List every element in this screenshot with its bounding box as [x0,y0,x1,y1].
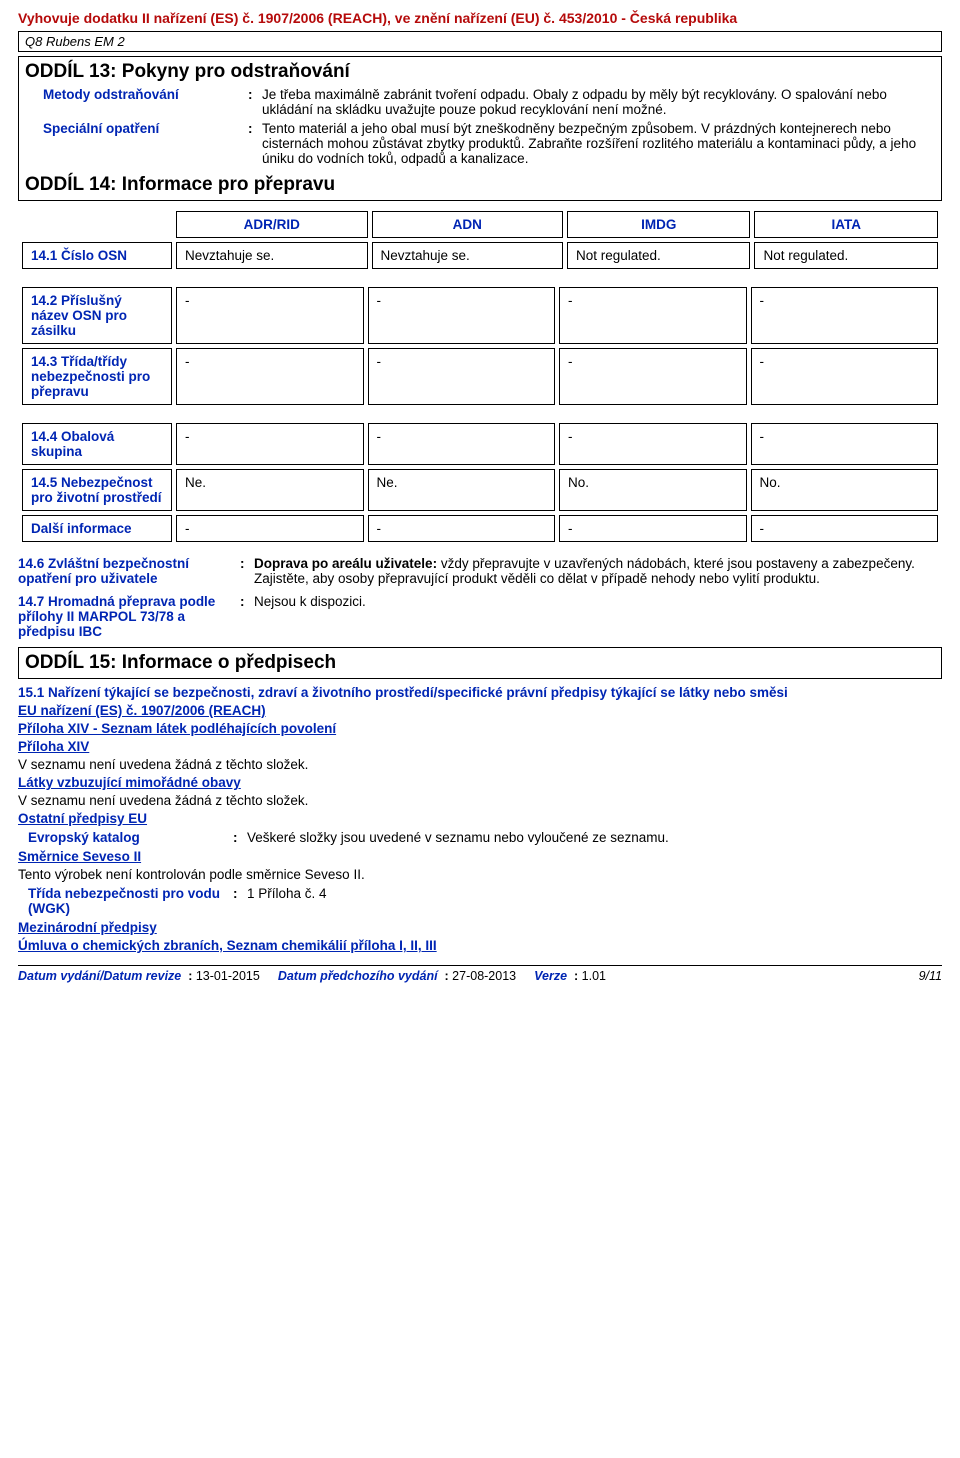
table-row: 14.4 Obalová skupina---- [22,423,938,465]
extra-value: Doprava po areálu uživatele: vždy přepra… [254,556,942,586]
footer-v2: 27-08-2013 [452,969,516,983]
table-row: 14.1 Číslo OSNNevztahuje se.Nevztahuje s… [22,242,938,269]
table-cell: - [559,287,747,344]
kv-label: Metody odstraňování [43,87,248,117]
extra-label: 14.7 Hromadná přeprava podle přílohy II … [18,594,240,639]
col-adn: ADN [372,211,564,238]
section-14-title: ODDÍL 14: Informace pro přepravu [25,174,935,196]
s15-wgk-value: 1 Příloha č. 4 [247,886,942,916]
table-cell: - [368,423,556,465]
footer-page: 9/11 [919,969,942,983]
table-corner [22,211,172,238]
kv-row: Metody odstraňování : Je třeba maximálně… [43,87,935,117]
s15-none1: V seznamu není uvedena žádná z těchto sl… [18,757,942,772]
table-cell: - [559,423,747,465]
footer-l1: Datum vydání/Datum revize [18,969,181,983]
table-cell: - [559,515,747,542]
s15-eu-cat-label: Evropský katalog [28,830,233,845]
table-cell: Nevztahuje se. [372,242,564,269]
table-cell: Ne. [176,469,364,511]
page-footer: Datum vydání/Datum revize : 13-01-2015 D… [18,965,942,983]
s15-annex: Příloha XIV [18,739,942,754]
extra-row: 14.6 Zvláštní bezpečnostní opatření pro … [18,556,942,586]
s15-annex-list: Příloha XIV - Seznam látek podléhajících… [18,721,942,736]
table-cell: Nevztahuje se. [176,242,368,269]
table-cell: - [176,515,364,542]
s15-intl: Mezinárodní předpisy [18,920,942,935]
row-label: 14.1 Číslo OSN [22,242,172,269]
table-cell: - [559,348,747,405]
kv-value: Tento materiál a jeho obal musí být zneš… [262,121,935,166]
s15-cwc: Úmluva o chemických zbraních, Seznam che… [18,938,942,953]
table-cell: - [176,287,364,344]
table-row: 14.5 Nebezpečnost pro životní prostředíN… [22,469,938,511]
colon: : [248,87,262,117]
transport-table-1: ADR/RID ADN IMDG IATA 14.1 Číslo OSNNevz… [18,207,942,273]
table-row: 14.3 Třída/třídy nebezpečnosti pro přepr… [22,348,938,405]
extra-label: 14.6 Zvláštní bezpečnostní opatření pro … [18,556,240,586]
s15-none2: V seznamu není uvedena žádná z těchto sl… [18,793,942,808]
regulation-header: Vyhovuje dodatku II nařízení (ES) č. 190… [18,10,942,26]
s15-svhc: Látky vzbuzující mimořádné obavy [18,775,942,790]
table-cell: - [176,348,364,405]
section-15-title: ODDÍL 15: Informace o předpisech [25,652,935,674]
kv-label: Speciální opatření [43,121,248,166]
table-cell: - [368,287,556,344]
table-cell: - [751,515,939,542]
s15-wgk-label: Třída nebezpečnosti pro vodu (WGK) [28,886,233,916]
table-cell: - [751,287,939,344]
row-label: 14.2 Příslušný název OSN pro zásilku [22,287,172,344]
row-label: Další informace [22,515,172,542]
s15-reach: EU nařízení (ES) č. 1907/2006 (REACH) [18,703,942,718]
section-15: ODDÍL 15: Informace o předpisech [18,647,942,679]
footer-v1: 13-01-2015 [196,969,260,983]
extra-value: Nejsou k dispozici. [254,594,942,639]
table-row: 14.2 Příslušný název OSN pro zásilku---- [22,287,938,344]
row-label: 14.5 Nebezpečnost pro životní prostředí [22,469,172,511]
table-cell: Not regulated. [754,242,938,269]
footer-l2: Datum předchozího vydání [278,969,438,983]
row-label: 14.4 Obalová skupina [22,423,172,465]
colon: : [240,594,254,639]
row-label: 14.3 Třída/třídy nebezpečnosti pro přepr… [22,348,172,405]
kv-value: Je třeba maximálně zabránit tvoření odpa… [262,87,935,117]
table-cell: No. [751,469,939,511]
s15-eu-cat-value: Veškeré složky jsou uvedené v seznamu ne… [247,830,942,845]
s15-seveso: Směrnice Seveso II [18,849,942,864]
col-adr: ADR/RID [176,211,368,238]
table-cell: Ne. [368,469,556,511]
colon: : [248,121,262,166]
s15-other-eu: Ostatní předpisy EU [18,811,942,826]
table-row: Další informace---- [22,515,938,542]
col-imdg: IMDG [567,211,750,238]
table-cell: - [368,348,556,405]
product-name-box: Q8 Rubens EM 2 [18,31,942,52]
transport-table-3: 14.4 Obalová skupina----14.5 Nebezpečnos… [18,419,942,546]
footer-v3: 1.01 [582,969,606,983]
kv-row: Speciální opatření : Tento materiál a je… [43,121,935,166]
s15-seveso-text: Tento výrobek není kontrolován podle smě… [18,867,942,882]
footer-l3: Verze [534,969,567,983]
table-cell: No. [559,469,747,511]
section-13-title: ODDÍL 13: Pokyny pro odstraňování [25,61,935,83]
table-cell: - [751,348,939,405]
section-13: ODDÍL 13: Pokyny pro odstraňování Metody… [18,56,942,201]
colon: : [240,556,254,586]
colon: : [233,886,247,916]
table-cell: - [176,423,364,465]
table-cell: - [368,515,556,542]
col-iata: IATA [754,211,938,238]
colon: : [233,830,247,845]
transport-table-2: 14.2 Příslušný název OSN pro zásilku----… [18,283,942,409]
table-cell: Not regulated. [567,242,750,269]
extra-row: 14.7 Hromadná přeprava podle přílohy II … [18,594,942,639]
table-cell: - [751,423,939,465]
s15-heading: 15.1 Nařízení týkající se bezpečnosti, z… [18,685,942,700]
